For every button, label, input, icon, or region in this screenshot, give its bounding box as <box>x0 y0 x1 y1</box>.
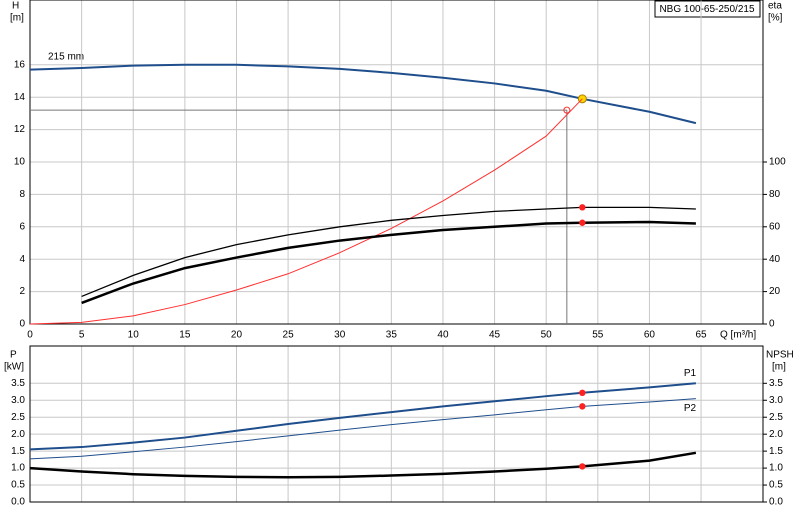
chart-title: NBG 100-65-250/215 <box>659 4 755 15</box>
series-label: P2 <box>684 403 697 414</box>
x-label: Q [m³/h] <box>720 330 756 341</box>
plot-frame <box>29 0 764 325</box>
y2-tick-label: 2.0 <box>769 429 783 440</box>
x-tick-label: 25 <box>283 330 295 341</box>
x-tick-label: 50 <box>541 330 553 341</box>
y-tick-label: 2.5 <box>11 412 25 423</box>
duty-marker <box>579 389 586 396</box>
y-tick-label: 14 <box>14 92 26 103</box>
y-tick-label: 12 <box>14 124 26 135</box>
series-line <box>29 451 697 479</box>
y2-tick-label: 60 <box>769 221 781 232</box>
y2-tick-label: 3.5 <box>769 378 783 389</box>
y2-tick-label: 80 <box>769 189 781 200</box>
y-tick-label: 1.5 <box>11 446 25 457</box>
y-tick-label: 2 <box>19 286 25 297</box>
y2-tick-label: 100 <box>769 157 786 168</box>
y2-unit: [m] <box>772 362 786 373</box>
y-tick-label: 3.5 <box>11 378 25 389</box>
reference-marker <box>563 106 571 114</box>
y-tick-label: 3.0 <box>11 395 25 406</box>
duty-marker <box>579 204 586 211</box>
y2-tick-label: 1.0 <box>769 463 783 474</box>
y-tick-label: 1.0 <box>11 463 25 474</box>
series-label: P1 <box>684 368 697 379</box>
duty-marker <box>579 219 586 226</box>
title-box <box>654 0 761 18</box>
y-tick-label: 0.5 <box>11 480 25 491</box>
y2-tick-label: 0.5 <box>769 480 783 491</box>
x-tick-label: 35 <box>386 330 398 341</box>
y2-label: eta <box>768 1 782 12</box>
x-tick-label: 5 <box>79 330 85 341</box>
y-tick-label: 10 <box>14 157 26 168</box>
series-line <box>29 98 583 325</box>
y-tick-label: 6 <box>19 221 25 232</box>
y-tick-label: 2.0 <box>11 429 25 440</box>
series-line <box>29 398 696 460</box>
y-unit: [kW] <box>4 362 24 373</box>
y-tick-label: 4 <box>19 254 25 265</box>
x-tick-label: 30 <box>334 330 346 341</box>
x-tick-label: 20 <box>231 330 243 341</box>
x-tick-label: 40 <box>437 330 449 341</box>
y-label: P <box>10 350 17 361</box>
y2-tick-label: 0.0 <box>769 497 783 508</box>
y-tick-label: 16 <box>14 59 26 70</box>
curve-annotation: 215 mm <box>48 52 84 63</box>
x-tick-label: 0 <box>27 330 33 341</box>
x-tick-label: 60 <box>644 330 656 341</box>
x-tick-label: 45 <box>489 330 501 341</box>
y2-unit: [%] <box>768 13 783 24</box>
x-tick-label: 10 <box>128 330 140 341</box>
plot-frame <box>29 345 764 503</box>
series-line <box>29 63 697 125</box>
y2-label: NPSH <box>766 350 794 361</box>
x-tick-label: 55 <box>592 330 604 341</box>
y2-tick-label: 1.5 <box>769 446 783 457</box>
y-tick-label: 0.0 <box>11 497 25 508</box>
x-tick-label: 15 <box>179 330 191 341</box>
y2-tick-label: 0 <box>769 319 775 330</box>
duty-marker <box>579 403 586 410</box>
x-tick-label: 65 <box>695 330 707 341</box>
y-label: H <box>12 1 19 12</box>
duty-marker <box>579 463 586 470</box>
y-tick-label: 8 <box>19 189 25 200</box>
y2-tick-label: 40 <box>769 254 781 265</box>
y2-tick-label: 3.0 <box>769 395 783 406</box>
y2-tick-label: 20 <box>769 286 781 297</box>
y-unit: [m] <box>10 13 24 24</box>
series-line <box>29 382 696 451</box>
y-tick-label: 0 <box>19 319 25 330</box>
y2-tick-label: 2.5 <box>769 412 783 423</box>
